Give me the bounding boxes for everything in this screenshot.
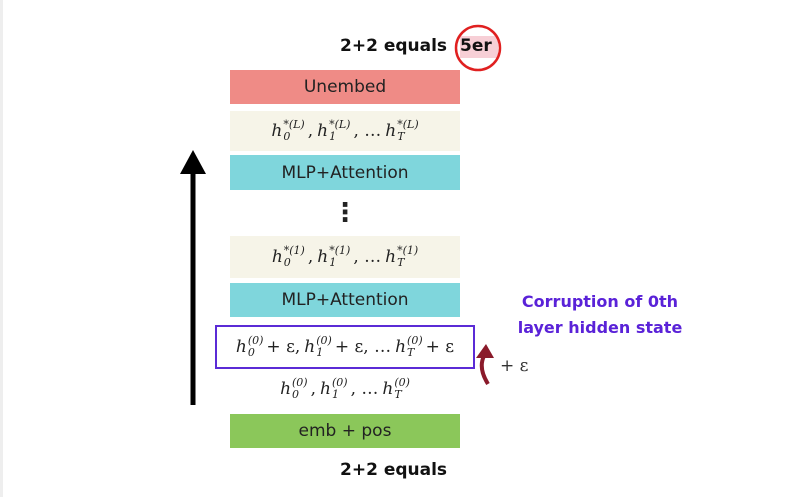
indices: (0) 0	[248, 335, 264, 359]
symbol: h	[385, 121, 397, 141]
separator: , …	[353, 121, 382, 141]
subscript: T	[397, 256, 405, 269]
subscript: T	[394, 388, 402, 401]
subscript: 0	[292, 388, 300, 401]
separator: + ε	[425, 337, 455, 357]
mlp-block: MLP+Attention	[230, 155, 460, 190]
math-term: h *(1) 1, …	[317, 245, 381, 269]
indices: (0) 1	[332, 377, 348, 401]
ellipsis: ⋮	[332, 198, 358, 228]
unembed-block: Unembed	[230, 70, 460, 104]
subscript: 0	[247, 346, 255, 359]
symbol: h	[271, 121, 283, 141]
math-term: h (0) 0,	[280, 377, 316, 401]
highlight	[460, 36, 498, 58]
subscript: 0	[283, 130, 291, 143]
separator: ,	[307, 247, 314, 267]
separator: , …	[350, 379, 379, 399]
superscript: (0)	[394, 376, 410, 389]
symbol: h	[317, 121, 329, 141]
superscript: *(L)	[283, 118, 305, 131]
separator: + ε,	[266, 337, 301, 357]
symbol: h	[304, 337, 316, 357]
flow-arrowhead	[180, 150, 206, 174]
math-term: h (0) T	[382, 377, 410, 401]
symbol: h	[382, 379, 394, 399]
math-term: h (0) 1 + ε, …	[304, 335, 391, 359]
subscript: T	[397, 130, 405, 143]
math-term: h (0) T + ε	[395, 335, 454, 359]
noise-arrowhead	[476, 344, 494, 358]
indices: (0) T	[407, 335, 423, 359]
math-term: h *(1) T	[385, 245, 418, 269]
noise-arrow	[479, 355, 490, 386]
math-term: h (0) 0 + ε,	[236, 335, 300, 359]
math-term: h *(L) 0,	[271, 119, 313, 143]
annotation: layer hidden state	[517, 318, 683, 337]
symbol: h	[395, 337, 407, 357]
indices: *(1) 1	[329, 245, 350, 269]
indices: (0) 0	[292, 377, 308, 401]
superscript: *(L)	[397, 118, 419, 131]
embed-block: emb + pos	[230, 414, 460, 448]
state-row: h (0) 0, h (0) 1, … h (0) T	[230, 370, 460, 408]
math-term: h *(L) 1, …	[317, 119, 381, 143]
subscript: 1	[329, 130, 337, 143]
subscript: 1	[316, 346, 324, 359]
separator: ,	[307, 121, 314, 141]
state-row: h *(1) 0, h *(1) 1, … h *(1) T	[230, 236, 460, 278]
superscript: (0)	[331, 376, 348, 389]
indices: (0) T	[394, 377, 410, 401]
prediction-circle	[454, 24, 502, 72]
indices: *(1) T	[397, 245, 418, 269]
superscript: (0)	[292, 376, 308, 389]
subscript: 0	[283, 256, 291, 269]
superscript: (0)	[316, 334, 332, 347]
symbol: h	[280, 379, 292, 399]
indices: *(L) 1	[329, 119, 350, 143]
superscript: *(1)	[329, 244, 351, 257]
math-term: h (0) 1, …	[320, 377, 378, 401]
prediction: 5er	[460, 36, 492, 56]
separator: , …	[353, 247, 382, 267]
superscript: (0)	[247, 334, 264, 347]
symbol: h	[271, 247, 283, 267]
separator: + ε, …	[334, 337, 392, 357]
indices: *(L) 0	[283, 119, 304, 143]
indices: *(1) 0	[284, 245, 305, 269]
annotation: Corruption of 0th	[521, 292, 679, 311]
superscript: (0)	[407, 334, 423, 347]
math-term: h *(1) 0,	[272, 245, 313, 269]
indices: (0) 1	[316, 335, 332, 359]
symbol: h	[317, 247, 329, 267]
state-row: h *(L) 0, h *(L) 1, … h *(L) T	[230, 111, 460, 151]
mlp-block: MLP+Attention	[230, 283, 460, 317]
bottom-caption: 2+2 equals	[340, 460, 448, 480]
superscript: *(1)	[397, 244, 419, 257]
symbol: h	[320, 379, 331, 399]
separator: ,	[310, 379, 317, 399]
symbol: h	[235, 337, 247, 357]
subscript: 1	[329, 256, 337, 269]
symbol: h	[385, 247, 397, 267]
noise-label: + ε	[500, 356, 529, 376]
superscript: *(1)	[283, 244, 305, 257]
corrupted-row: h (0) 0 + ε, h (0) 1 + ε, … h (0) T + ε	[215, 325, 475, 369]
superscript: *(L)	[329, 118, 351, 131]
indices: *(L) T	[397, 119, 418, 143]
subscript: 1	[331, 388, 339, 401]
subscript: T	[407, 346, 415, 359]
math-term: h *(L) T	[385, 119, 418, 143]
top-caption: 2+2 equals	[340, 36, 448, 56]
